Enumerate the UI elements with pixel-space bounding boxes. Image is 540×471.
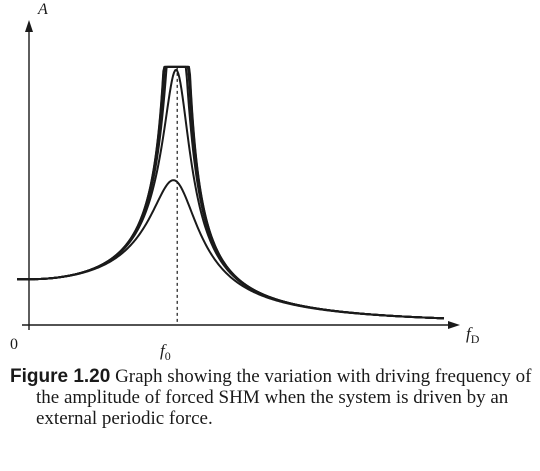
x-tick-label-sub: 0	[165, 349, 171, 360]
x-axis-label-sub: D	[471, 332, 480, 346]
resonance-chart: A 0 fD f0	[10, 1, 480, 360]
figure-caption: Figure 1.20 Graph showing the variation …	[10, 366, 540, 429]
x-tick-label-main: f	[160, 341, 167, 360]
amplitude-curves	[17, 65, 445, 320]
y-axis-label: A	[37, 1, 48, 18]
amplitude-curve-3	[17, 65, 445, 320]
x-tick-label-f0: f0	[160, 341, 171, 360]
x-axis-label: fD	[466, 324, 480, 346]
y-axis-arrow-icon	[25, 20, 33, 32]
amplitude-curve-6	[17, 179, 445, 320]
x-axis-label-main: f	[466, 324, 473, 343]
figure-label: Figure 1.20	[10, 366, 111, 387]
amplitude-curve-1	[17, 65, 445, 320]
amplitude-curve-4	[17, 65, 445, 320]
amplitude-curve-2	[17, 65, 445, 320]
caption-text: Graph showing the variation with driving…	[36, 366, 532, 429]
origin-label: 0	[10, 336, 18, 353]
x-axis-arrow-icon	[448, 321, 460, 329]
amplitude-curve-5	[17, 68, 445, 320]
